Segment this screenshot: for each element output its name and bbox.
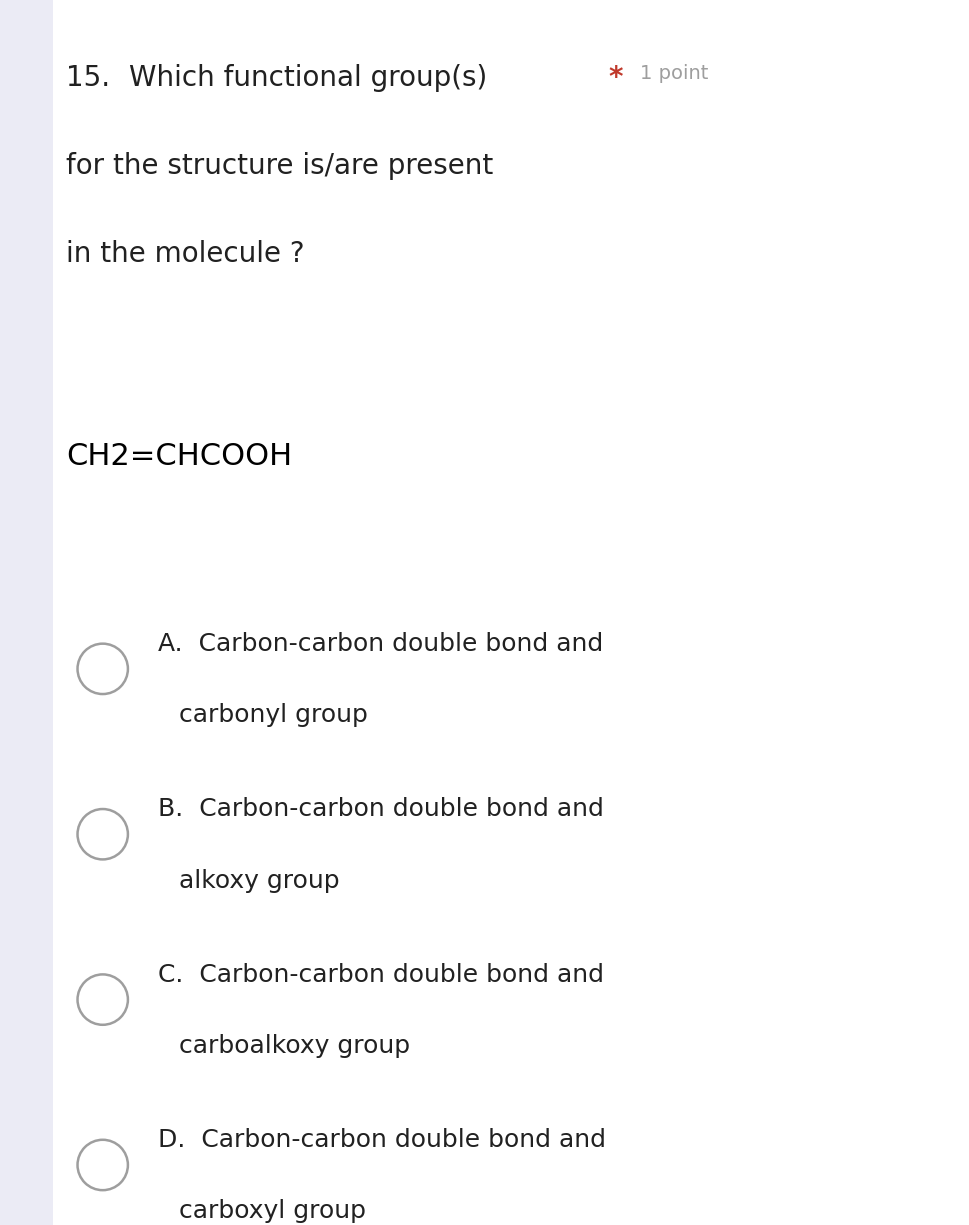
Text: carboalkoxy group: carboalkoxy group <box>179 1034 411 1058</box>
Text: for the structure is/are present: for the structure is/are present <box>66 152 493 180</box>
Text: D.  Carbon-carbon double bond and: D. Carbon-carbon double bond and <box>158 1128 606 1153</box>
Text: *: * <box>609 64 623 92</box>
Text: B.  Carbon-carbon double bond and: B. Carbon-carbon double bond and <box>158 797 604 822</box>
Text: in the molecule ?: in the molecule ? <box>66 240 304 268</box>
Text: 1 point: 1 point <box>640 64 708 83</box>
Text: carboxyl group: carboxyl group <box>179 1199 366 1224</box>
Text: A.  Carbon-carbon double bond and: A. Carbon-carbon double bond and <box>158 632 603 657</box>
Text: 15.: 15. <box>66 64 110 92</box>
Text: Which functional group(s): Which functional group(s) <box>129 64 487 92</box>
FancyBboxPatch shape <box>0 0 53 1225</box>
Text: alkoxy group: alkoxy group <box>179 869 340 893</box>
Text: CH2=CHCOOH: CH2=CHCOOH <box>66 442 292 472</box>
Text: carbonyl group: carbonyl group <box>179 703 368 728</box>
Text: C.  Carbon-carbon double bond and: C. Carbon-carbon double bond and <box>158 963 604 987</box>
